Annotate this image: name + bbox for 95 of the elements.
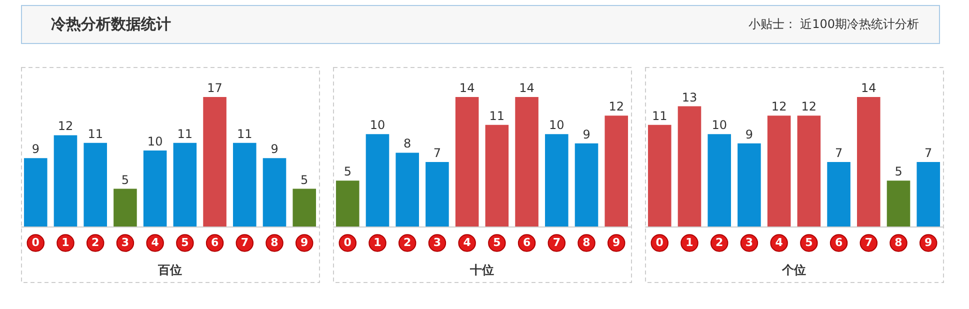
x-tick-label: 6 <box>834 236 843 249</box>
data-label: 11 <box>237 126 252 141</box>
bar <box>426 162 449 227</box>
data-label: 7 <box>433 146 442 160</box>
data-label: 10 <box>370 118 386 132</box>
data-label: 9 <box>270 142 278 156</box>
bar <box>84 142 107 227</box>
x-tick-label: 6 <box>210 236 219 249</box>
data-label: 5 <box>121 172 130 187</box>
x-tick-label: 8 <box>270 236 278 249</box>
data-label: 12 <box>608 100 624 114</box>
data-label: 14 <box>519 81 534 95</box>
bar <box>767 116 791 227</box>
data-label: 11 <box>177 126 193 141</box>
x-tick-label: 4 <box>775 236 784 249</box>
data-label: 7 <box>924 146 932 160</box>
bar <box>262 158 286 227</box>
x-axis-title: 百位 <box>157 263 182 277</box>
data-label: 7 <box>834 146 843 160</box>
bar <box>54 135 78 227</box>
bar <box>292 188 316 227</box>
x-tick-label: 6 <box>522 236 531 249</box>
data-label: 9 <box>745 127 754 142</box>
data-label: 11 <box>88 126 103 141</box>
bar <box>515 97 538 227</box>
data-label: 14 <box>459 81 475 95</box>
data-label: 10 <box>549 118 564 132</box>
x-tick-label: 7 <box>864 236 872 249</box>
bar <box>545 134 568 227</box>
bar <box>604 116 628 227</box>
data-label: 14 <box>861 81 876 95</box>
bar <box>114 188 137 227</box>
bar <box>574 143 598 227</box>
data-label: 8 <box>404 136 412 151</box>
x-tick-label: 9 <box>612 236 620 249</box>
x-tick-label: 8 <box>894 236 902 249</box>
text: 小贴士： 近100期冷热统计分析 <box>748 17 919 31</box>
bar <box>797 116 821 227</box>
x-tick-label: 4 <box>151 236 160 249</box>
data-label: 10 <box>712 118 727 132</box>
data-label: 11 <box>652 108 668 123</box>
x-tick-label: 8 <box>582 236 590 249</box>
data-label: 12 <box>58 119 74 134</box>
x-tick-label: 9 <box>300 236 308 249</box>
bar <box>886 180 910 227</box>
bar <box>857 97 880 227</box>
data-label: 12 <box>771 100 787 114</box>
x-tick-label: 7 <box>552 236 560 249</box>
bar <box>233 142 256 227</box>
bar <box>738 143 761 227</box>
bar <box>485 124 509 227</box>
bar <box>708 134 731 227</box>
x-tick-label: 1 <box>374 236 382 249</box>
x-tick-label: 2 <box>716 236 724 249</box>
x-tick-label: 5 <box>493 236 501 249</box>
bar <box>827 162 850 227</box>
x-tick-label: 2 <box>92 236 100 249</box>
x-tick-label: 3 <box>433 236 442 249</box>
bar <box>336 180 360 227</box>
bar <box>173 142 197 227</box>
bar <box>396 152 419 227</box>
x-tick-label: 0 <box>32 236 40 249</box>
x-tick-label: 9 <box>924 236 932 249</box>
x-tick-label: 1 <box>686 236 694 249</box>
x-tick-label: 5 <box>181 236 189 249</box>
x-axis-title: 十位 <box>469 263 494 277</box>
bar <box>455 97 479 227</box>
data-label: 5 <box>344 164 352 179</box>
x-tick-label: 2 <box>404 236 412 249</box>
data-label: 5 <box>300 172 308 187</box>
x-tick-label: 5 <box>805 236 813 249</box>
data-label: 9 <box>32 142 40 156</box>
data-label: 5 <box>894 164 902 179</box>
bar <box>366 134 390 227</box>
x-tick-label: 3 <box>121 236 130 249</box>
bar <box>916 162 940 227</box>
data-label: 13 <box>682 90 698 104</box>
x-tick-label: 4 <box>463 236 472 249</box>
x-tick-label: 0 <box>656 236 664 249</box>
chart-title: 冷热分析数据统计 <box>51 15 171 33</box>
x-tick-label: 3 <box>745 236 754 249</box>
data-label: 12 <box>801 100 817 114</box>
data-label: 17 <box>207 81 222 95</box>
data-label: 11 <box>489 108 505 123</box>
x-tick-label: 1 <box>62 236 70 249</box>
data-label: 10 <box>147 134 163 149</box>
data-label: 9 <box>582 127 590 142</box>
bar <box>648 124 672 227</box>
x-tick-label: 7 <box>240 236 248 249</box>
x-tick-label: 0 <box>344 236 352 249</box>
bar <box>678 106 702 227</box>
x-axis-title: 个位 <box>781 263 806 277</box>
bar <box>24 158 48 227</box>
bar <box>203 97 226 227</box>
bar <box>143 150 167 227</box>
